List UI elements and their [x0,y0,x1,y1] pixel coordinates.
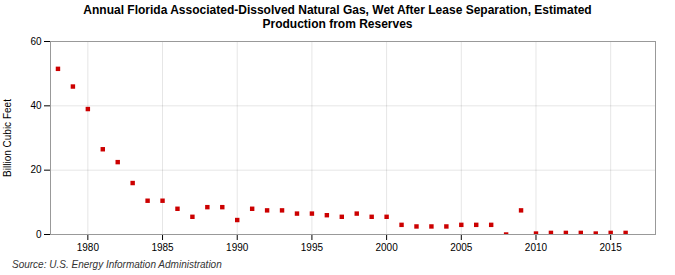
svg-text:40: 40 [30,100,42,111]
html-text:Source: U.S. Energy Informatio: Source: U.S. Energy Information Administ… [12,259,222,270]
svg-text:1980: 1980 [77,242,100,253]
svg-text:1990: 1990 [226,242,249,253]
svg-text:2015: 2015 [600,242,623,253]
svg-text:Billion Cubic Feet: Billion Cubic Feet [2,99,13,177]
svg-text:2005: 2005 [450,242,473,253]
svg-text:2010: 2010 [525,242,548,253]
svg-text:0: 0 [36,229,42,240]
html-text:Annual Florida Associated-Diss: Annual Florida Associated-Dissolved Natu… [83,3,592,31]
svg-text:1995: 1995 [301,242,324,253]
svg-text:1985: 1985 [151,242,174,253]
svg-text:2000: 2000 [375,242,398,253]
svg-text:20: 20 [30,164,42,175]
svg-text:60: 60 [30,36,42,47]
